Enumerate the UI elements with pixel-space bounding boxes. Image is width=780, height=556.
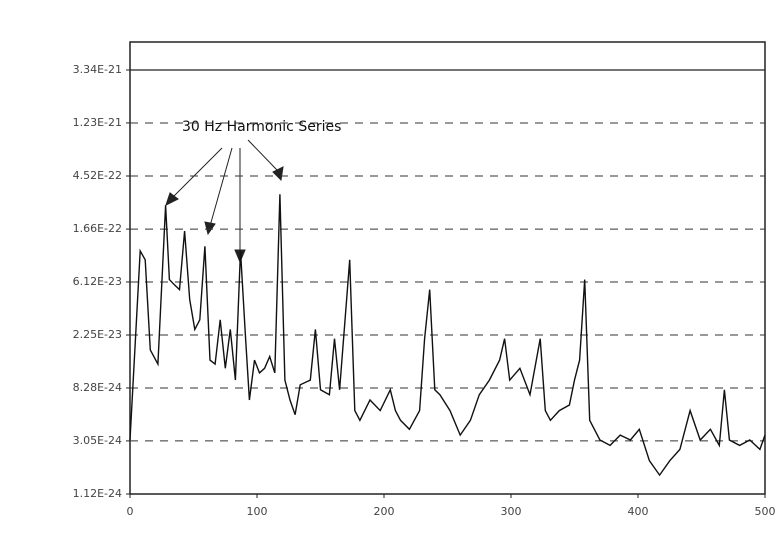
y-tick-label: 3.05E-24	[73, 434, 122, 447]
plot-frame	[129, 41, 766, 495]
y-tick-label: 8.28E-24	[73, 381, 122, 394]
x-tick-label: 100	[247, 505, 268, 518]
y-tick-label: 6.12E-23	[73, 275, 122, 288]
y-tick-label: 1.12E-24	[73, 487, 122, 500]
spectrum-line	[129, 194, 766, 477]
x-tick-label: 300	[501, 505, 522, 518]
x-tick-label: 200	[374, 505, 395, 518]
x-tick-label: 400	[628, 505, 649, 518]
y-tick-label: 4.52E-22	[73, 169, 122, 182]
y-tick-label: 1.66E-22	[73, 222, 122, 235]
y-tick-label: 3.34E-21	[73, 63, 122, 76]
x-tick-label: 500	[755, 505, 776, 518]
annotation: 30 Hz Harmonic Series	[182, 119, 341, 135]
y-tick-label: 2.25E-23	[73, 328, 122, 341]
x-tick-label: 0	[127, 505, 134, 518]
y-tick-label: 1.23E-21	[73, 116, 122, 129]
